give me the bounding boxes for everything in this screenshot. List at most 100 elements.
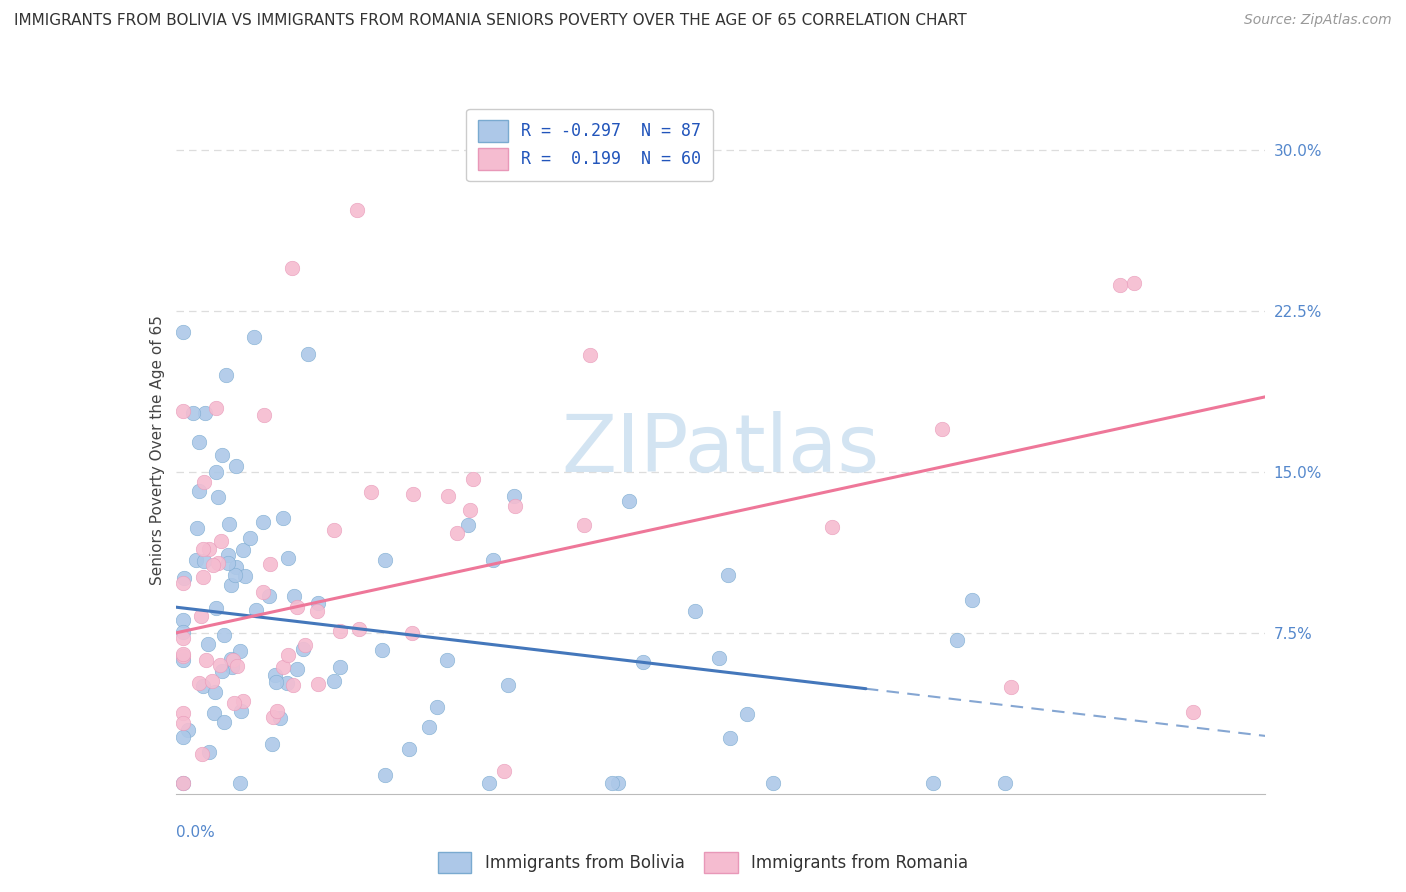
Point — [193, 541, 215, 556]
Point — [374, 768, 396, 782]
Point — [283, 590, 305, 604]
Point — [329, 624, 352, 639]
Point — [360, 484, 382, 499]
Point — [205, 465, 228, 479]
Point — [172, 613, 194, 627]
Point — [960, 593, 983, 607]
Point — [217, 548, 239, 562]
Point — [243, 330, 266, 344]
Point — [172, 404, 194, 418]
Point — [252, 584, 274, 599]
Point — [191, 747, 214, 762]
Point — [401, 487, 423, 501]
Point — [503, 489, 526, 503]
Point — [259, 557, 281, 571]
Point — [994, 776, 1017, 790]
Point — [294, 638, 316, 652]
Point — [600, 776, 623, 790]
Point — [211, 664, 233, 678]
Point — [229, 643, 252, 657]
Point — [172, 326, 194, 340]
Point — [631, 655, 654, 669]
Point — [252, 515, 274, 529]
Point — [245, 603, 267, 617]
Point — [349, 622, 371, 636]
Point — [735, 706, 758, 721]
Point — [945, 633, 967, 648]
Point — [762, 776, 785, 790]
Point — [1109, 278, 1132, 293]
Point — [195, 653, 218, 667]
Point — [181, 406, 204, 420]
Point — [202, 706, 225, 720]
Point — [285, 599, 308, 614]
Point — [205, 601, 228, 615]
Point — [239, 531, 262, 545]
Point — [607, 776, 630, 790]
Point — [269, 711, 291, 725]
Point — [297, 347, 319, 361]
Point — [188, 675, 211, 690]
Point — [201, 558, 224, 572]
Point — [172, 649, 194, 664]
Point — [371, 643, 394, 657]
Point — [221, 660, 243, 674]
Point — [418, 720, 440, 734]
Point — [229, 704, 252, 718]
Point — [173, 570, 195, 584]
Point — [212, 628, 235, 642]
Point — [211, 448, 233, 462]
Point — [187, 483, 209, 498]
Point — [225, 560, 247, 574]
Point — [177, 723, 200, 737]
Point — [266, 704, 288, 718]
Point — [262, 710, 284, 724]
Point — [273, 510, 295, 524]
Point — [217, 556, 239, 570]
Point — [323, 523, 346, 537]
Point — [208, 657, 231, 672]
Point — [186, 521, 208, 535]
Point — [398, 741, 420, 756]
Point — [222, 696, 245, 710]
Point — [461, 472, 484, 486]
Point — [292, 642, 315, 657]
Point — [215, 368, 238, 383]
Point — [221, 652, 243, 666]
Point — [718, 731, 741, 745]
Text: IMMIGRANTS FROM BOLIVIA VS IMMIGRANTS FROM ROMANIA SENIORS POVERTY OVER THE AGE : IMMIGRANTS FROM BOLIVIA VS IMMIGRANTS FR… — [14, 13, 967, 29]
Point — [305, 604, 328, 618]
Point — [172, 776, 194, 790]
Point — [285, 662, 308, 676]
Point — [307, 677, 329, 691]
Point — [482, 553, 505, 567]
Point — [172, 776, 194, 790]
Point — [218, 517, 240, 532]
Point — [207, 491, 229, 505]
Point — [478, 776, 501, 790]
Point — [281, 260, 304, 275]
Point — [204, 685, 226, 699]
Point — [172, 730, 194, 744]
Point — [191, 680, 214, 694]
Point — [197, 637, 219, 651]
Point — [209, 533, 232, 548]
Point — [253, 408, 276, 422]
Point — [401, 626, 423, 640]
Legend: R = -0.297  N = 87, R =  0.199  N = 60: R = -0.297 N = 87, R = 0.199 N = 60 — [467, 109, 713, 181]
Point — [446, 526, 468, 541]
Point — [188, 435, 211, 450]
Point — [503, 499, 526, 513]
Point — [273, 659, 295, 673]
Point — [307, 596, 329, 610]
Point — [457, 517, 479, 532]
Point — [709, 650, 731, 665]
Point — [191, 570, 214, 584]
Point — [262, 737, 284, 751]
Point — [283, 678, 305, 692]
Text: Source: ZipAtlas.com: Source: ZipAtlas.com — [1244, 13, 1392, 28]
Point — [492, 764, 515, 778]
Point — [436, 653, 458, 667]
Point — [232, 543, 254, 558]
Point — [921, 776, 943, 790]
